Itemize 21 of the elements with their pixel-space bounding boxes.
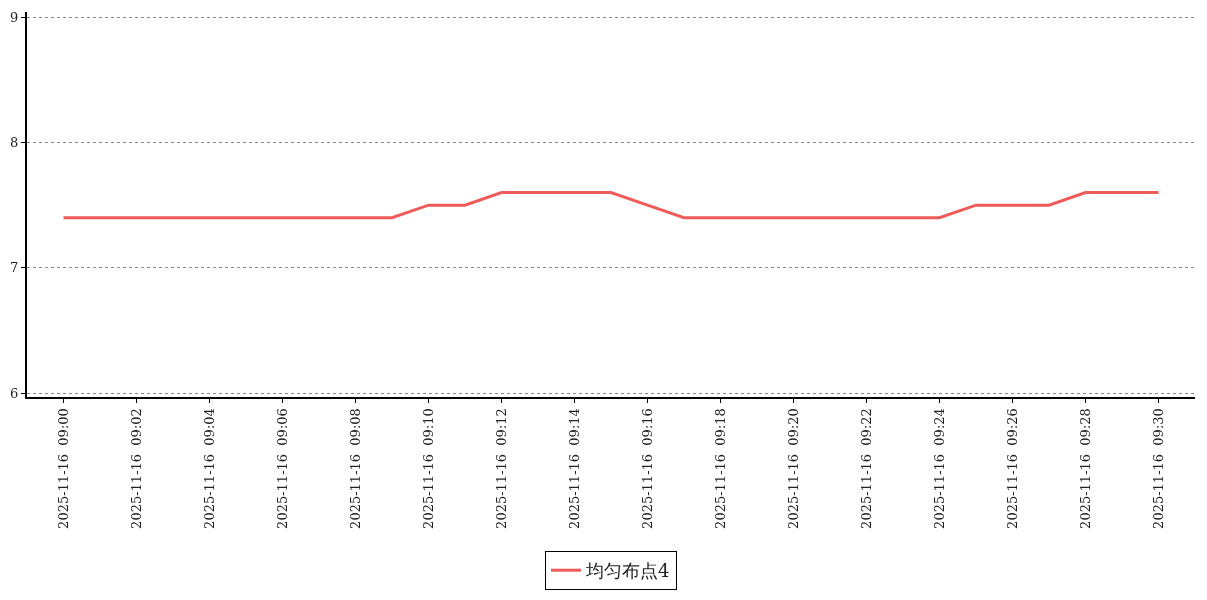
x-tick-label: 2025-11-16 09:20 (785, 408, 801, 529)
x-tick-label: 2025-11-16 09:02 (128, 408, 144, 529)
x-tick-label: 2025-11-16 09:22 (858, 408, 874, 529)
x-tick-label: 2025-11-16 09:06 (274, 408, 290, 529)
x-tick-label: 2025-11-16 09:08 (347, 408, 363, 529)
x-tick-label: 2025-11-16 09:10 (420, 408, 436, 529)
x-tick-label: 2025-11-16 09:12 (493, 408, 509, 529)
y-tick-label: 7 (10, 260, 19, 276)
x-tick-label: 2025-11-16 09:04 (201, 408, 217, 529)
legend-label: 均匀布点4 (585, 560, 670, 582)
x-tick-label: 2025-11-16 09:30 (1150, 408, 1166, 529)
x-tick-label: 2025-11-16 09:24 (931, 408, 947, 529)
x-tick-label: 2025-11-16 09:26 (1004, 408, 1020, 529)
y-tick-label: 8 (10, 134, 19, 150)
y-tick-label: 6 (10, 385, 19, 401)
x-tick-label: 2025-11-16 09:00 (55, 408, 71, 529)
y-tick-label: 9 (10, 9, 19, 25)
x-tick-label: 2025-11-16 09:16 (639, 408, 655, 529)
x-tick-label: 2025-11-16 09:28 (1077, 408, 1093, 529)
x-tick-label: 2025-11-16 09:18 (712, 408, 728, 529)
x-tick-label: 2025-11-16 09:14 (566, 408, 582, 529)
